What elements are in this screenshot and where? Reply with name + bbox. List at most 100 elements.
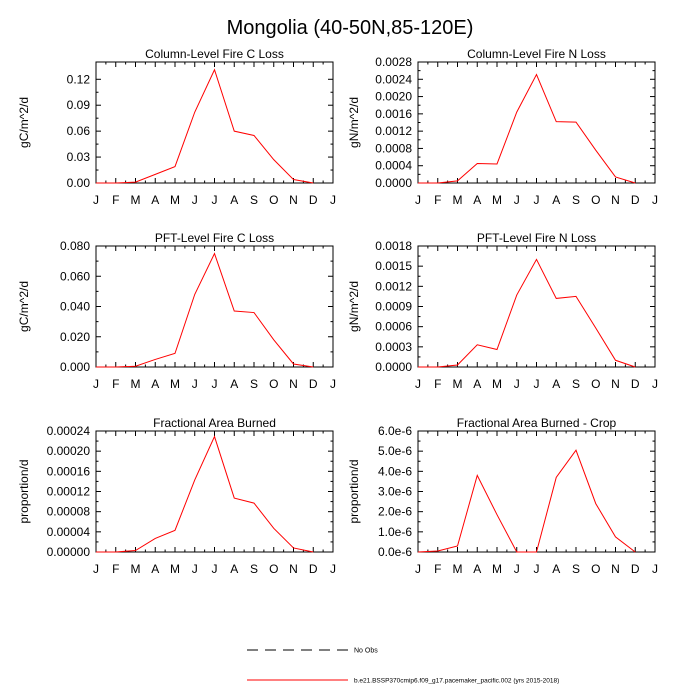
x-tick-label: O: [591, 377, 600, 391]
x-tick-label: J: [330, 193, 336, 207]
panel-title: PFT-Level Fire C Loss: [155, 231, 274, 245]
x-tick-label: O: [269, 193, 278, 207]
x-tick-label: N: [289, 377, 298, 391]
x-tick-label: O: [269, 377, 278, 391]
y-tick-label: 0.0024: [375, 72, 412, 86]
y-tick-label: 2.0e-6: [378, 505, 412, 519]
series-line-1: [96, 435, 314, 553]
y-tick-label: 4.0e-6: [378, 464, 412, 478]
x-tick-label: J: [534, 193, 540, 207]
panel-title: PFT-Level Fire N Loss: [477, 231, 596, 245]
x-tick-label: D: [309, 377, 318, 391]
x-tick-label: D: [309, 193, 318, 207]
x-tick-label: J: [415, 193, 421, 207]
x-tick-label: J: [514, 562, 520, 576]
y-tick-label: 0.040: [60, 300, 90, 314]
x-tick-label: M: [453, 562, 463, 576]
x-tick-label: A: [230, 193, 238, 207]
y-tick-label: 0.03: [67, 150, 91, 164]
x-tick-label: N: [611, 193, 620, 207]
x-tick-label: A: [230, 377, 238, 391]
x-tick-label: J: [192, 377, 198, 391]
series-line-1: [96, 252, 314, 368]
x-tick-label: F: [112, 193, 119, 207]
y-tick-label: 6.0e-6: [378, 424, 412, 438]
x-tick-label: J: [415, 377, 421, 391]
x-tick-label: D: [631, 562, 640, 576]
x-tick-label: N: [289, 193, 298, 207]
y-tick-label: 0.0006: [375, 320, 412, 334]
panel-title: Fractional Area Burned - Crop: [457, 416, 617, 430]
x-tick-label: O: [591, 193, 600, 207]
y-tick-label: 0.12: [67, 72, 91, 86]
y-tick-label: 0.0e-6: [378, 545, 412, 559]
plot-frame: [95, 61, 334, 184]
x-tick-label: A: [230, 562, 238, 576]
x-tick-label: M: [492, 377, 502, 391]
plot-frame: [95, 430, 334, 553]
y-tick-label: 0.0009: [375, 300, 412, 314]
x-tick-label: M: [492, 193, 502, 207]
panel-title: Fractional Area Burned: [153, 416, 276, 430]
y-tick-label: 0.0015: [375, 259, 412, 273]
x-tick-label: J: [93, 562, 99, 576]
figure-title: Mongolia (40-50N,85-120E): [227, 17, 474, 39]
y-tick-label: 0.00020: [47, 444, 91, 458]
x-tick-label: S: [572, 562, 580, 576]
x-tick-label: D: [309, 562, 318, 576]
x-tick-label: J: [534, 377, 540, 391]
plot-frame: [417, 430, 656, 553]
x-tick-label: S: [250, 193, 258, 207]
chart-panel-6: Fractional Area Burned - Crop proportion/…: [347, 416, 658, 576]
x-tick-label: J: [330, 562, 336, 576]
y-tick-label: 0.00: [67, 176, 91, 190]
y-tick-label: 0.080: [60, 239, 90, 253]
x-tick-label: D: [631, 377, 640, 391]
y-axis-label: proportion/d: [17, 459, 31, 523]
x-tick-label: J: [652, 377, 658, 391]
x-tick-label: D: [631, 193, 640, 207]
series-line-1: [417, 449, 636, 553]
x-tick-label: J: [415, 562, 421, 576]
x-tick-label: J: [652, 562, 658, 576]
x-tick-label: S: [572, 193, 580, 207]
y-axis-label: gN/m^2/d: [347, 97, 361, 148]
series-line-1: [96, 68, 314, 184]
x-tick-label: N: [289, 562, 298, 576]
x-tick-label: J: [330, 377, 336, 391]
x-tick-label: A: [552, 193, 560, 207]
y-tick-label: 0.0016: [375, 107, 412, 121]
y-tick-label: 0.00024: [47, 424, 91, 438]
y-tick-label: 3.0e-6: [378, 485, 412, 499]
x-tick-label: A: [151, 193, 159, 207]
x-tick-label: J: [212, 562, 218, 576]
x-tick-label: J: [212, 377, 218, 391]
x-tick-label: M: [170, 377, 180, 391]
y-tick-label: 0.0012: [375, 124, 412, 138]
y-axis-label: gN/m^2/d: [347, 281, 361, 332]
y-tick-label: 0.00004: [47, 525, 91, 539]
plot-frame: [95, 245, 334, 368]
x-tick-label: N: [611, 377, 620, 391]
x-tick-label: A: [473, 193, 481, 207]
x-tick-label: F: [434, 193, 441, 207]
y-axis-label: gC/m^2/d: [17, 281, 31, 332]
legend-label-model-run: b.e21.BSSP370cmip6.f09_g17.pacemaker_pac…: [354, 678, 559, 685]
y-tick-label: 0.0000: [375, 176, 412, 190]
x-tick-label: A: [473, 562, 481, 576]
x-tick-label: M: [453, 377, 463, 391]
x-tick-label: J: [652, 193, 658, 207]
y-axis-label: gC/m^2/d: [17, 97, 31, 148]
x-tick-label: J: [212, 193, 218, 207]
x-tick-label: J: [534, 562, 540, 576]
x-tick-label: J: [514, 377, 520, 391]
plot-frame: [417, 61, 656, 184]
x-tick-label: S: [250, 377, 258, 391]
y-tick-label: 0.0028: [375, 55, 412, 69]
x-tick-label: M: [131, 377, 141, 391]
